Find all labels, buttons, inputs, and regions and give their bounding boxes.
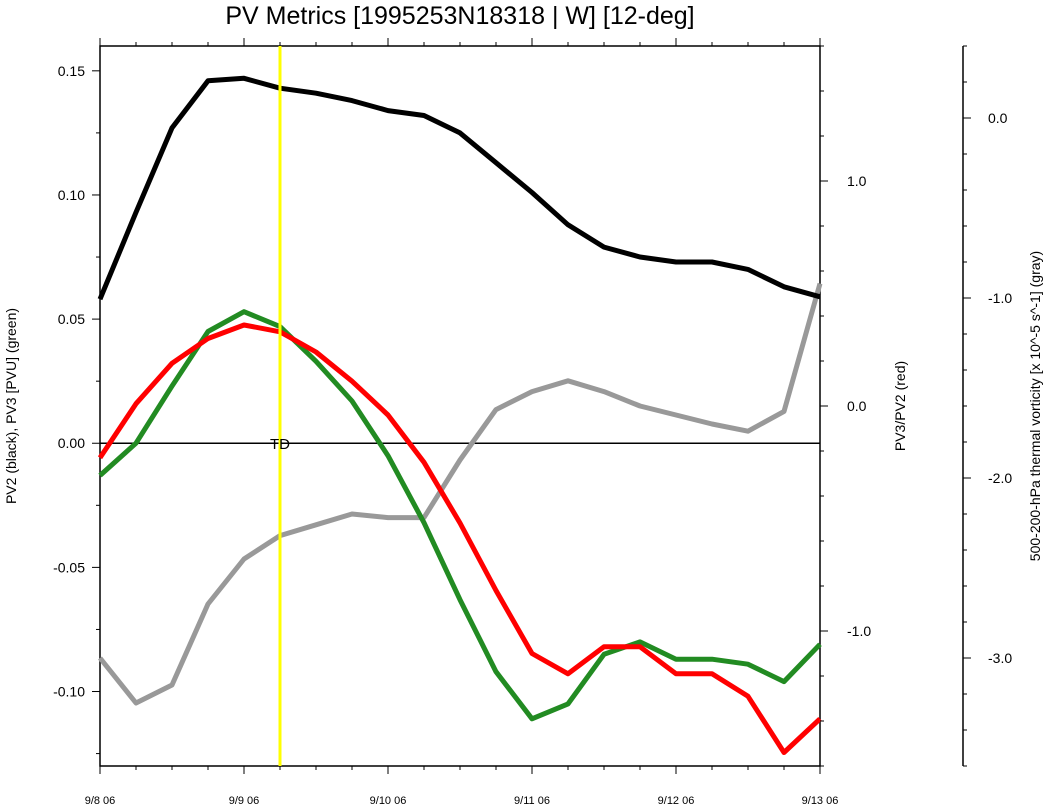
left-axis-label: PV2 (black), PV3 [PVU] (green) <box>3 308 19 504</box>
gray-tick-label: -2.0 <box>988 470 1012 486</box>
red-tick-label: 0.0 <box>847 398 867 414</box>
series-line-pv2 <box>97 75 821 301</box>
right-axis-red: 1.0 0.0 -1.0 <box>820 45 871 767</box>
left-tick-label: 0.00 <box>58 435 85 451</box>
x-tick-label: 9/8 06 <box>85 795 116 805</box>
left-axis: 0.15 0.10 0.05 0.00 -0.05 -0.10 <box>53 63 100 755</box>
left-tick-label: 0.05 <box>58 311 85 327</box>
right-axis-red-label: PV3/PV2 (red) <box>892 361 908 451</box>
left-tick-label: 0.10 <box>58 187 85 203</box>
x-axis: 9/8 06 9/9 06 9/10 06 9/11 06 9/12 06 9/13 06 <box>85 38 839 805</box>
x-tick-label: 9/12 06 <box>658 795 695 805</box>
x-tick-label: 9/11 06 <box>514 795 550 805</box>
left-tick-label: -0.05 <box>53 559 85 575</box>
td-marker-label: TD <box>270 436 290 453</box>
chart-title: PV Metrics [1995253N18318 | W] [12-deg] <box>225 2 694 30</box>
plot-area: TD <box>97 45 823 767</box>
red-tick-label: 1.0 <box>847 173 867 189</box>
gray-tick-label: -3.0 <box>988 650 1012 666</box>
left-tick-label: -0.10 <box>53 684 85 700</box>
series-line-pv3-pv2 <box>97 322 822 755</box>
x-tick-label: 9/13 06 <box>802 795 839 805</box>
left-tick-label: 0.15 <box>58 63 85 79</box>
gray-tick-label: 0.0 <box>988 110 1008 126</box>
right-axis-gray: 0.0 -1.0 -2.0 -3.0 <box>962 45 1012 767</box>
gray-tick-label: -1.0 <box>988 290 1012 306</box>
x-tick-label: 9/10 06 <box>370 795 407 805</box>
red-tick-label: -1.0 <box>847 623 871 639</box>
series-line-thermal-vorticity <box>98 282 823 706</box>
right-axis-gray-label: 500-200-hPa thermal vorticity [x 10^-5 s… <box>1027 251 1043 561</box>
series-line-pv3 <box>98 309 822 722</box>
x-tick-label: 9/9 06 <box>229 795 260 805</box>
